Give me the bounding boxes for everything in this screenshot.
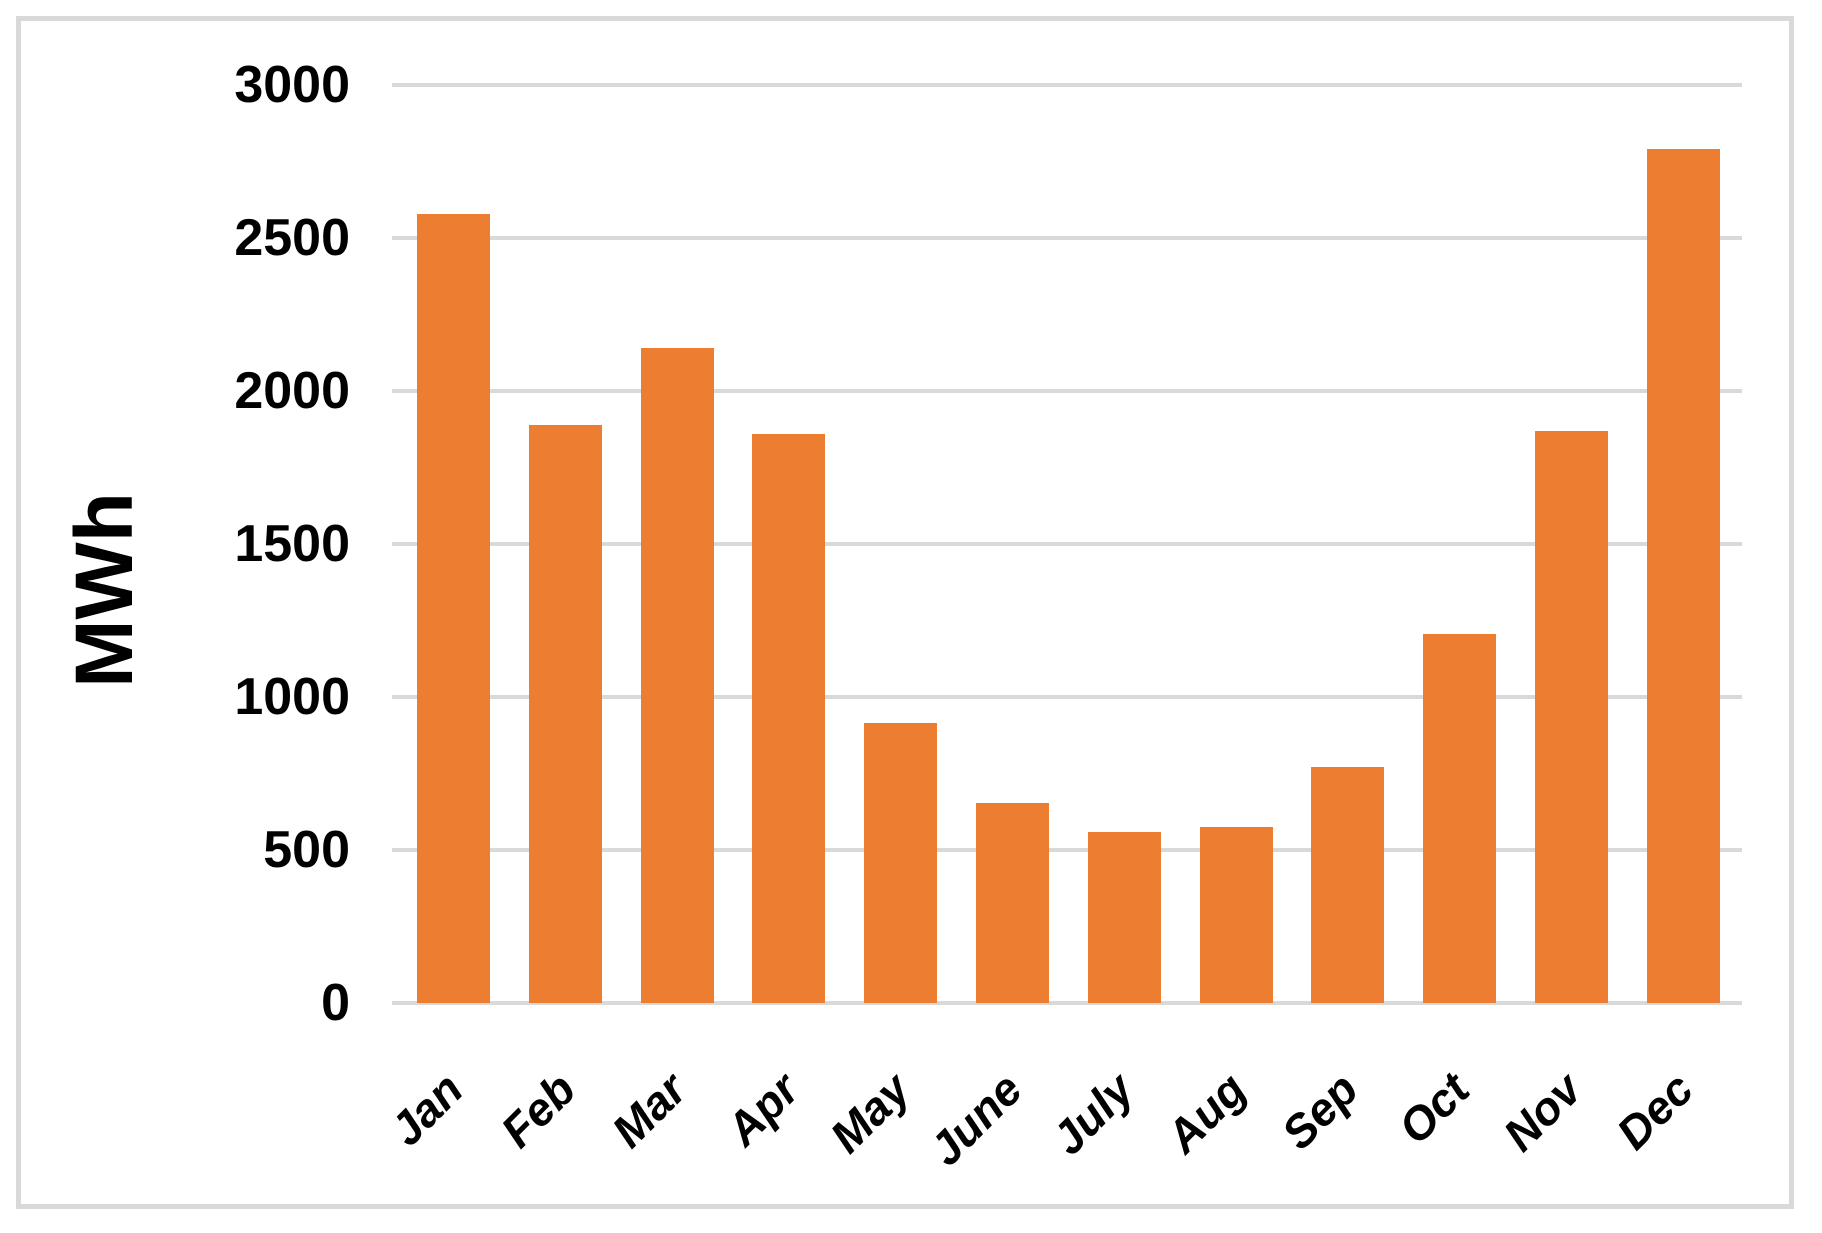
chart-border-frame bbox=[16, 16, 1794, 1209]
bar-dec bbox=[1646, 149, 1720, 1003]
y-axis-tick-label-0: 0 bbox=[321, 974, 350, 1032]
bar-apr bbox=[752, 433, 826, 1003]
bar-nov bbox=[1535, 430, 1608, 1003]
gridline-0 bbox=[392, 1001, 1742, 1005]
bar-mar bbox=[640, 348, 714, 1003]
y-axis-tick-label-2500: 2500 bbox=[234, 209, 350, 267]
gridline-500 bbox=[392, 848, 1742, 852]
y-axis-tick-label-2000: 2000 bbox=[234, 362, 350, 420]
y-axis-tick-label-1000: 1000 bbox=[234, 668, 350, 726]
gridline-3000 bbox=[392, 83, 1742, 87]
y-axis-title: MWh bbox=[59, 492, 150, 688]
y-axis-tick-label-3000: 3000 bbox=[234, 56, 350, 114]
bar-oct bbox=[1423, 634, 1497, 1003]
gridline-2500 bbox=[392, 236, 1742, 240]
plot-area bbox=[392, 83, 1742, 1005]
bar-july bbox=[1087, 831, 1161, 1003]
gridline-2000 bbox=[392, 389, 1742, 393]
gridline-1500 bbox=[392, 542, 1742, 546]
y-axis-tick-label-1500: 1500 bbox=[234, 515, 350, 573]
bar-june bbox=[976, 802, 1049, 1003]
gridline-1000 bbox=[392, 695, 1742, 699]
bar-feb bbox=[528, 424, 602, 1003]
bar-aug bbox=[1199, 827, 1273, 1003]
y-axis-tick-label-500: 500 bbox=[263, 821, 350, 879]
bar-jan bbox=[417, 213, 490, 1003]
bar-may bbox=[864, 723, 938, 1003]
bar-sep bbox=[1311, 767, 1385, 1003]
